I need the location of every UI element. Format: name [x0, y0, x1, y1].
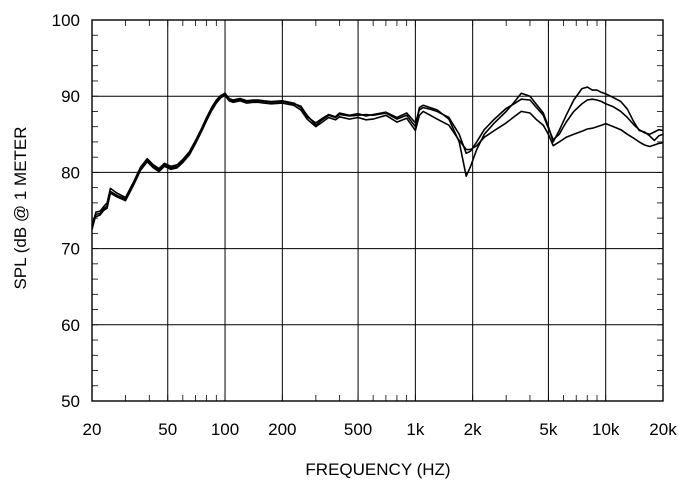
series-line-3	[91, 94, 664, 224]
y-axis-label: SPL (dB @ 1 METER	[11, 126, 30, 289]
y-tick-label: 70	[61, 240, 80, 259]
x-tick-label: 200	[268, 420, 296, 439]
series-line-2	[91, 92, 664, 226]
y-tick-label: 90	[61, 87, 80, 106]
y-tick-label: 80	[61, 163, 80, 182]
x-tick-label: 20k	[649, 420, 677, 439]
axis-ticks	[91, 19, 664, 402]
x-tick-label: 2k	[464, 420, 482, 439]
x-tick-label: 50	[158, 420, 177, 439]
y-tick-label: 50	[61, 392, 80, 411]
y-tick-labels: 50 60 70 80 90 100	[52, 11, 80, 411]
plot-frame	[91, 19, 664, 402]
grid	[91, 19, 664, 402]
y-tick-label: 60	[61, 316, 80, 335]
x-tick-label: 1k	[406, 420, 424, 439]
x-tick-label: 5k	[539, 420, 557, 439]
x-tick-labels: 20 50 100 200 500 1k 2k 5k 10k 20k	[83, 420, 678, 439]
y-tick-label: 100	[52, 11, 80, 30]
x-axis-label: FREQUENCY (HZ)	[305, 460, 450, 479]
x-tick-label: 10k	[592, 420, 620, 439]
x-tick-label: 20	[83, 420, 102, 439]
x-tick-label: 500	[344, 420, 372, 439]
series-group	[91, 86, 664, 230]
x-tick-label: 100	[211, 420, 239, 439]
